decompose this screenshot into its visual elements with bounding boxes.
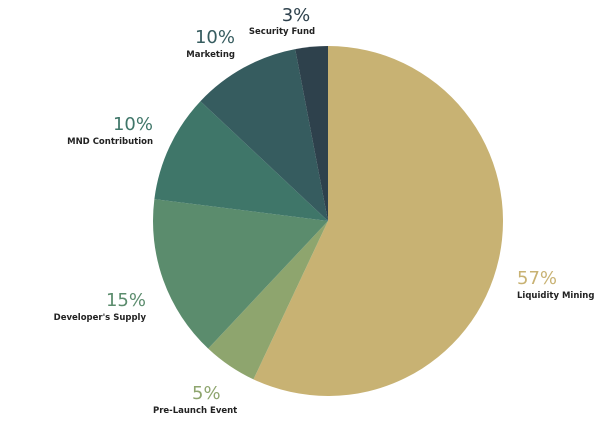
slice-label-security-fund: Security Fund	[249, 27, 315, 37]
slice-label-liquidity-mining: Liquidity Mining	[517, 291, 594, 301]
slice-percent-marketing: 10%	[195, 27, 235, 48]
pie-slice-mnd-contribution	[154, 101, 328, 221]
slice-percent-security-fund: 3%	[282, 5, 311, 26]
slice-percent-mnd-contribution: 10%	[113, 114, 153, 135]
slice-percent-pre-launch-event: 5%	[192, 383, 221, 404]
slice-label-developers-supply: Developer's Supply	[54, 313, 147, 323]
slice-percent-liquidity-mining: 57%	[517, 268, 557, 289]
slice-label-marketing: Marketing	[186, 50, 235, 60]
slice-label-mnd-contribution: MND Contribution	[67, 137, 153, 147]
pie-slice-pre-launch-event	[208, 221, 328, 380]
pie-slice-marketing	[200, 49, 328, 221]
slice-percent-developers-supply: 15%	[106, 290, 146, 311]
pie-slice-liquidity-mining	[253, 45, 504, 397]
pie-slices	[152, 45, 504, 397]
pie-slice-security-fund	[295, 46, 328, 221]
pie-slice-developer-s-supply	[152, 199, 328, 349]
pie-labels: 57% Liquidity Mining 5% Pre-Launch Event…	[54, 5, 595, 416]
slice-label-pre-launch-event: Pre-Launch Event	[153, 406, 237, 416]
